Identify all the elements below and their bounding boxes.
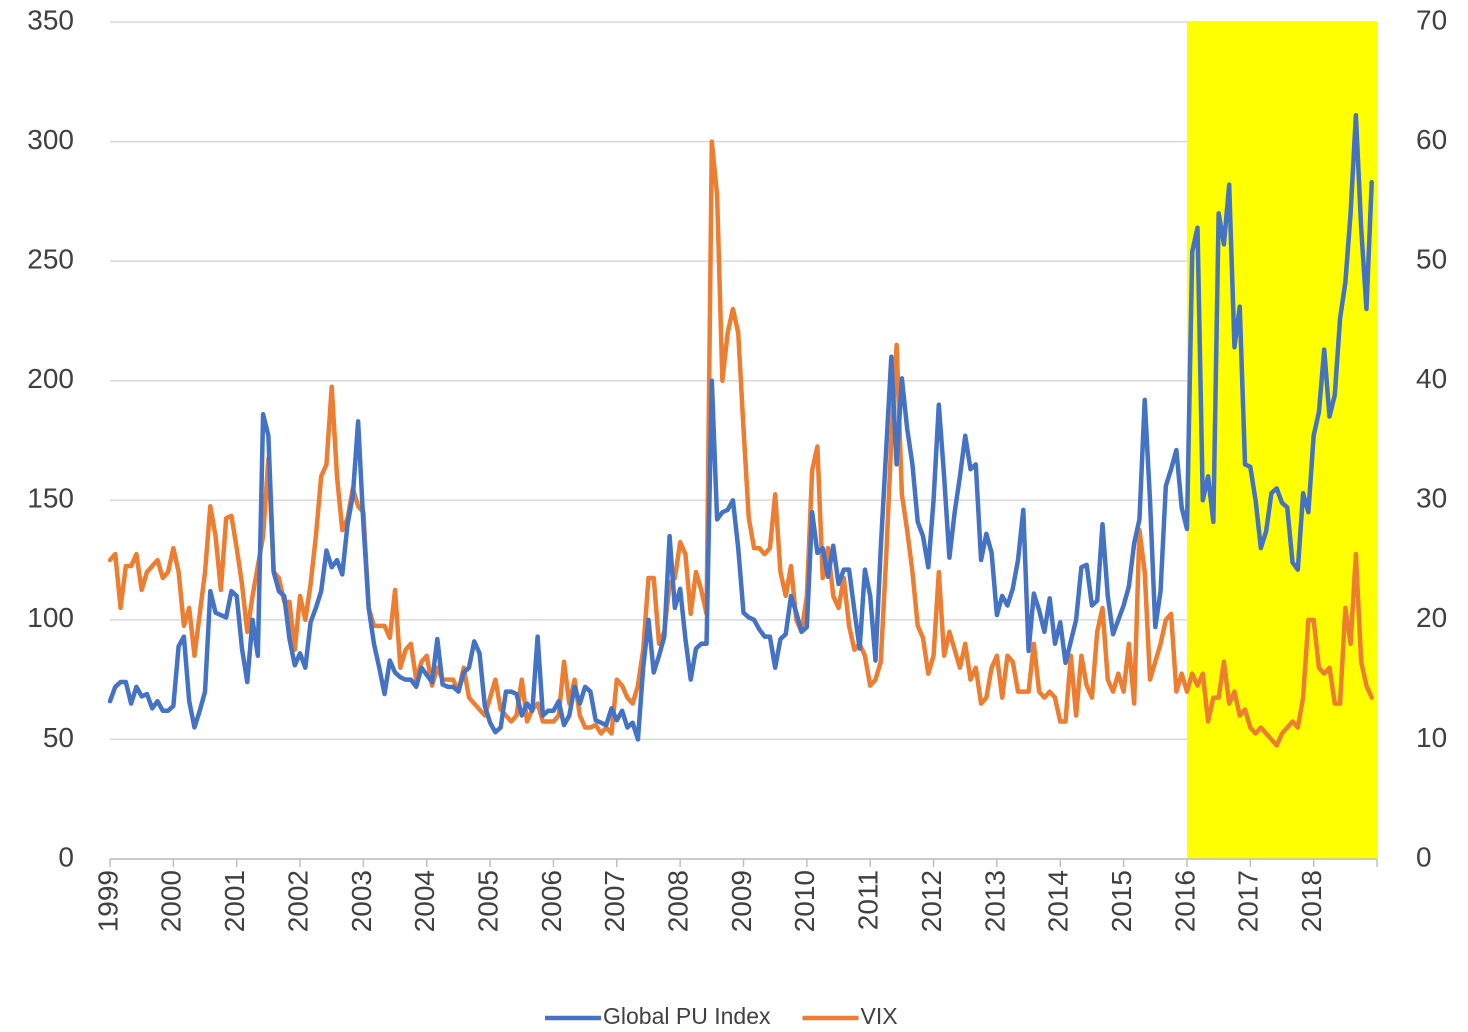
series-line <box>107 139 1374 748</box>
y-tick-label: 250 <box>27 244 74 275</box>
y2-tick-label: 50 <box>1416 244 1447 275</box>
y-tick-label: 300 <box>27 124 74 155</box>
y-tick-label: 100 <box>27 602 74 633</box>
y-tick-label: 150 <box>27 483 74 514</box>
x-tick-label: 2016 <box>1169 870 1200 932</box>
x-tick-label: 2004 <box>409 870 440 932</box>
x-tick-label: 2005 <box>472 870 503 932</box>
y-tick-label: 200 <box>27 363 74 394</box>
x-tick-label: 2011 <box>853 870 884 930</box>
y2-tick-label: 60 <box>1416 124 1447 155</box>
legend-label: VIX <box>860 1003 897 1029</box>
y-tick-label: 0 <box>58 841 74 872</box>
x-tick-label: 2015 <box>1106 870 1137 932</box>
x-tick-label: 2008 <box>663 870 694 932</box>
x-tick-label: 2006 <box>536 870 567 932</box>
x-tick-label: 2010 <box>789 870 820 932</box>
x-tick-label: 2007 <box>599 870 630 932</box>
y-tick-label: 350 <box>27 4 74 35</box>
x-tick-label: 2003 <box>346 870 377 932</box>
x-tick-label: 2012 <box>916 870 947 932</box>
y-tick-label: 50 <box>43 722 74 753</box>
y2-tick-label: 30 <box>1416 483 1447 514</box>
highlight-band <box>1186 22 1377 859</box>
x-tick-label: 2014 <box>1043 870 1074 932</box>
y2-tick-label: 20 <box>1416 602 1447 633</box>
x-tick-label: 2017 <box>1233 870 1264 932</box>
legend-label: Global PU Index <box>603 1003 771 1029</box>
series-line <box>107 113 1374 742</box>
x-tick-label: 2013 <box>979 870 1010 932</box>
y2-tick-label: 0 <box>1416 841 1432 872</box>
y2-tick-label: 10 <box>1416 722 1447 753</box>
x-tick-label: 1999 <box>92 870 123 932</box>
y2-tick-label: 40 <box>1416 363 1447 394</box>
x-tick-label: 2002 <box>282 870 313 932</box>
x-tick-label: 2000 <box>156 870 187 932</box>
x-tick-label: 2018 <box>1296 870 1327 932</box>
y2-tick-label: 70 <box>1416 4 1447 35</box>
x-tick-label: 2009 <box>726 870 757 932</box>
x-tick-label: 2001 <box>219 870 250 932</box>
